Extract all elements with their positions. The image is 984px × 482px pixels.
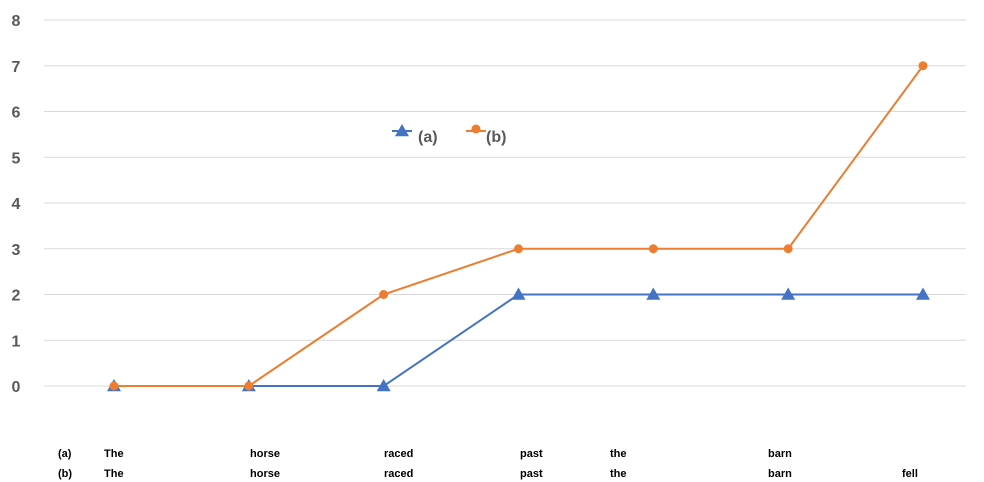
y-tick-label: 6	[12, 105, 21, 122]
x-category-word: The	[104, 448, 124, 460]
legend-a-label: (a)	[418, 129, 438, 146]
series-b-point	[514, 244, 523, 254]
series-a-point	[376, 379, 391, 392]
series-b-point	[379, 290, 389, 299]
x-category-word: horse	[250, 468, 280, 480]
x-category-word: past	[520, 448, 543, 460]
x-category-word: barn	[768, 448, 792, 460]
legend: (a) (b)	[392, 124, 506, 146]
y-tick-label: 5	[12, 150, 21, 167]
legend-b-label: (b)	[486, 129, 506, 146]
series-a-point	[511, 287, 526, 300]
y-tick-label: 2	[12, 288, 21, 305]
legend-a-swatch-marker	[395, 124, 409, 137]
series-b-point	[109, 381, 119, 391]
word-rows: (a) The horse raced past the barn (b) The horse ra…	[58, 448, 918, 480]
series-b-point	[783, 244, 793, 254]
series-b-line	[114, 65, 924, 387]
series-lines	[114, 65, 924, 387]
x-category-word: raced	[384, 468, 413, 480]
x-category-word: fell	[902, 468, 918, 480]
x-category-word: past	[520, 468, 543, 480]
series-a-point	[781, 287, 796, 300]
x-category-word: The	[104, 468, 124, 480]
y-tick-label: 4	[12, 196, 21, 213]
x-category-word: horse	[250, 448, 280, 460]
series-a-point	[646, 287, 661, 300]
y-tick-label: 8	[12, 13, 21, 30]
y-tick-label: 1	[12, 333, 21, 350]
y-axis-tick-labels: 0 1 2 3 4 5 6 7 8	[12, 13, 21, 396]
series-b-point	[918, 61, 928, 71]
series-a-point	[916, 287, 930, 300]
y-tick-label: 7	[12, 59, 21, 76]
series-b-point	[244, 381, 254, 391]
x-category-word: the	[610, 468, 627, 480]
y-tick-label: 3	[12, 242, 21, 259]
series-b-point	[648, 244, 658, 254]
x-category-word: barn	[768, 468, 792, 480]
x-category-word: the	[610, 448, 627, 460]
y-tick-label: 0	[12, 379, 21, 396]
gridlines	[44, 19, 966, 387]
word-row-label: (a)	[58, 448, 72, 460]
series-markers	[107, 61, 930, 392]
word-row-label: (b)	[58, 468, 72, 480]
legend-b-swatch-marker	[471, 124, 481, 134]
x-category-word: raced	[384, 448, 413, 460]
